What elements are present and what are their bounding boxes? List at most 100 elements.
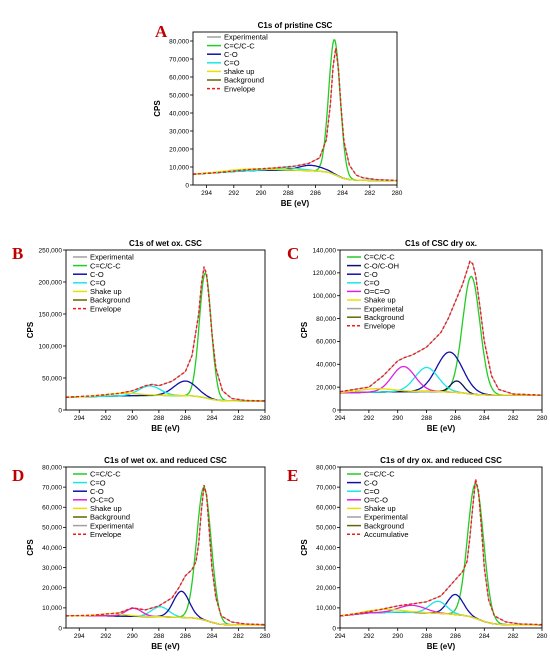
- x-tick-label: 288: [421, 415, 432, 422]
- chart-panel-a: A C1s of pristine CSC 294 292 290 288 286 284 28…: [153, 21, 403, 208]
- x-tick-label: 292: [363, 415, 374, 422]
- y-tick-label: 50,000: [42, 525, 62, 532]
- y-tick-label: 40,000: [316, 545, 336, 552]
- panel-label: E: [287, 466, 298, 485]
- x-tick-label: 280: [260, 633, 271, 640]
- x-tick-label: 286: [310, 190, 321, 197]
- series-group: [66, 266, 265, 402]
- y-tick-label: 10,000: [42, 605, 62, 612]
- series-line-envelope: [340, 260, 542, 396]
- legend-label-shake-up: Shake up: [90, 287, 122, 296]
- legend-label-envelope: Envelope: [224, 84, 255, 93]
- y-tick-label: 150,000: [39, 311, 63, 318]
- x-tick-label: 286: [450, 633, 461, 640]
- y-tick-label: 60,000: [42, 505, 62, 512]
- legend-label-c-o: C-O: [90, 487, 104, 496]
- x-tick-label: 282: [233, 415, 244, 422]
- y-tick-label: 40,000: [169, 110, 189, 117]
- x-tick-label: 286: [450, 415, 461, 422]
- y-tick-label: 60,000: [169, 74, 189, 81]
- x-tick-label: 284: [337, 190, 348, 197]
- y-tick-label: 40,000: [316, 362, 336, 369]
- x-tick-label: 290: [256, 190, 267, 197]
- y-axis-label: CPS: [26, 539, 35, 556]
- x-tick-label: 280: [537, 633, 548, 640]
- y-tick-label: 60,000: [316, 505, 336, 512]
- legend-label-background: Background: [224, 76, 264, 85]
- x-tick-label: 290: [392, 633, 403, 640]
- y-tick-label: 30,000: [169, 128, 189, 135]
- plot-frame: [192, 31, 398, 186]
- x-tick-label: 292: [100, 633, 111, 640]
- x-axis-label: BE (eV): [427, 642, 456, 651]
- x-tick-label: 284: [207, 633, 218, 640]
- x-tick-label: 280: [537, 415, 548, 422]
- x-tick-label: 286: [180, 633, 191, 640]
- series-group: [193, 39, 397, 182]
- y-tick-label: 80,000: [169, 38, 189, 45]
- chart-panel-c: C C1s of CSC dry ox. 294 292 290 288 286 284 282…: [287, 239, 548, 433]
- x-tick-label: 294: [335, 633, 346, 640]
- y-tick-label: 120,000: [313, 270, 337, 277]
- y-tick-label: 30,000: [42, 565, 62, 572]
- x-tick-label: 294: [74, 415, 85, 422]
- legend-label-o-c-o: O=C=O: [364, 287, 390, 296]
- legend-label-c-c-c-c: C=C/C-C: [90, 261, 121, 270]
- legend-label-background: Background: [364, 313, 404, 322]
- panel-label: B: [12, 244, 23, 263]
- y-tick-label: 30,000: [316, 565, 336, 572]
- x-tick-label: 290: [127, 633, 138, 640]
- series-line-envelope: [193, 48, 397, 182]
- series-group: [340, 260, 542, 396]
- legend-label-experimetal: Experimetal: [364, 304, 404, 313]
- legend-label-accumulative: Accumulative: [364, 530, 409, 539]
- y-tick-label: 20,000: [42, 585, 62, 592]
- y-tick-label: 50,000: [316, 525, 336, 532]
- chart-panel-d: D C1s of wet ox. and reduced CSC 294 292 290…: [12, 456, 271, 651]
- legend-label-c-o: C-O: [90, 270, 104, 279]
- y-tick-label: 20,000: [169, 146, 189, 153]
- series-line-shake-up: [66, 612, 265, 626]
- legend-label-envelope: Envelope: [364, 322, 395, 331]
- legend-label-shake-up: shake up: [224, 67, 254, 76]
- x-tick-label: 286: [180, 415, 191, 422]
- y-tick-label: 80,000: [316, 316, 336, 323]
- series-line-accumulative: [340, 478, 542, 626]
- x-tick-label: 284: [207, 415, 218, 422]
- legend-label-c-o: C=O: [364, 279, 380, 288]
- chart-panel-e: E C1s of dry ox. and reduced CSC 294 292 290…: [287, 456, 548, 651]
- x-tick-label: 280: [392, 190, 403, 197]
- x-tick-label: 282: [508, 415, 519, 422]
- legend-label-envelope: Envelope: [90, 304, 121, 313]
- legend-label-c-c-c-c: C=C/C-C: [364, 253, 395, 262]
- y-tick-label: 70,000: [42, 484, 62, 491]
- series-line-shake-up: [193, 168, 397, 182]
- legend-label-c-o-c-oh: C-O/C-OH: [364, 261, 399, 270]
- legend-label-background: Background: [364, 521, 404, 530]
- x-tick-label: 294: [74, 633, 85, 640]
- y-tick-label: 100,000: [313, 293, 337, 300]
- x-tick-label: 292: [228, 190, 239, 197]
- legend-label-envelope: Envelope: [90, 530, 121, 539]
- chart-panel-b: B C1s of wet ox. CSC 294 292 290 288 286 284 282…: [12, 239, 271, 433]
- plot-frame: [339, 249, 543, 411]
- legend-label-o-c-o: O=C-O: [364, 496, 388, 505]
- x-tick-label: 290: [392, 415, 403, 422]
- legend-label-c-o: C-O: [364, 270, 378, 279]
- y-axis-label: CPS: [300, 539, 309, 556]
- y-tick-label: 0: [58, 407, 62, 414]
- legend-label-background: Background: [90, 296, 130, 305]
- y-tick-label: 80,000: [316, 464, 336, 471]
- y-tick-label: 100,000: [39, 343, 63, 350]
- x-axis-label: BE (eV): [427, 424, 456, 433]
- y-tick-label: 10,000: [169, 164, 189, 171]
- y-tick-label: 70,000: [169, 56, 189, 63]
- legend-label-background: Background: [90, 513, 130, 522]
- x-tick-label: 282: [364, 190, 375, 197]
- legend-label-experimental: Experimental: [224, 33, 268, 42]
- series-line-shake-up: [66, 392, 265, 402]
- y-tick-label: 50,000: [42, 375, 62, 382]
- legend-label-experimental: Experimental: [364, 513, 408, 522]
